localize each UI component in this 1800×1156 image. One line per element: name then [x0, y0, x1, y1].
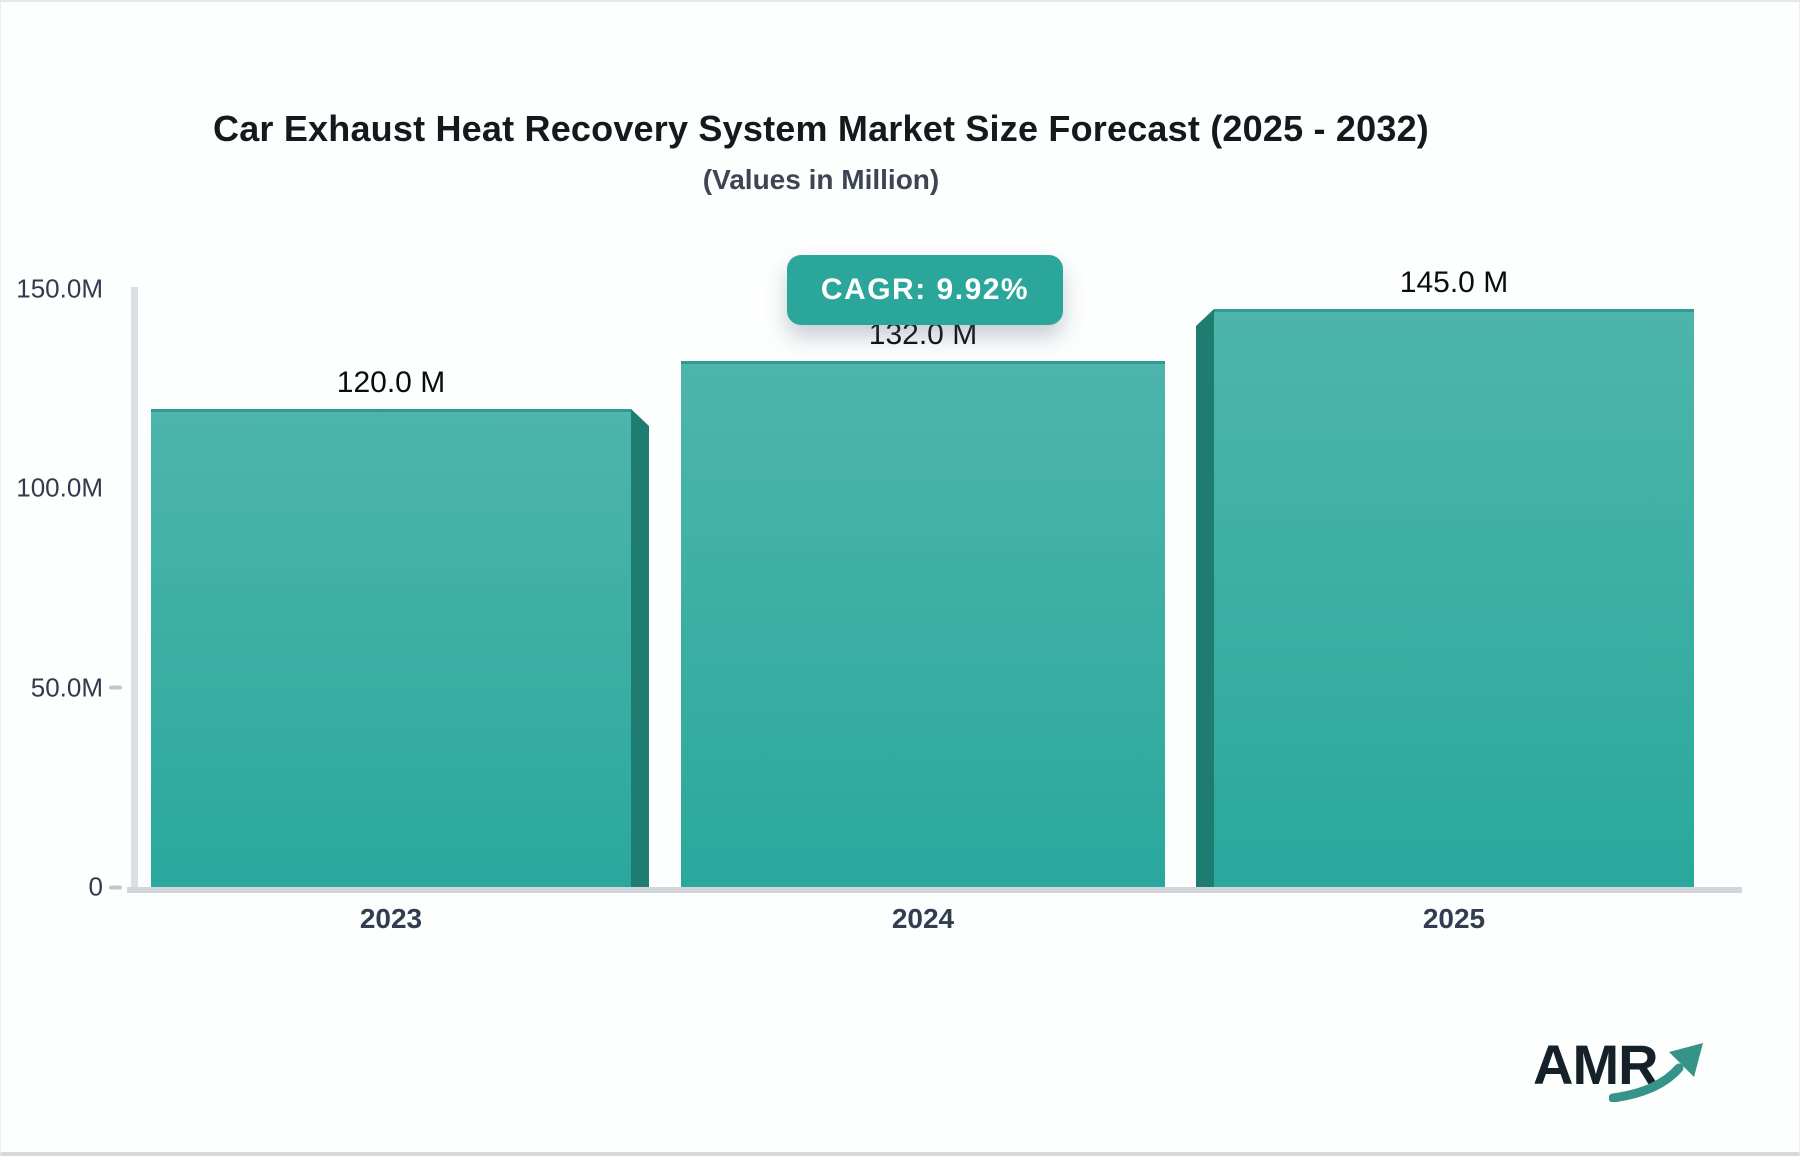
bar-face	[151, 409, 631, 887]
y-tick-100: 100.0M	[1, 473, 122, 504]
bar-2025[interactable]: 145.0 M	[1196, 266, 1694, 887]
amr-logo: AMR	[1533, 1032, 1713, 1112]
bar-2023[interactable]: 120.0 M	[151, 366, 649, 887]
y-tick-label: 50.0M	[30, 672, 103, 703]
bar-value-label: 120.0 M	[336, 366, 446, 399]
y-tick-label: 0	[88, 871, 103, 902]
tick-mark	[109, 685, 122, 690]
bar-side-shadow	[631, 409, 649, 887]
y-tick-label: 150.0M	[16, 273, 103, 304]
x-category-2023: 2023	[359, 903, 423, 934]
y-tick-label: 100.0M	[16, 472, 103, 503]
chart-subtitle: (Values in Million)	[702, 164, 940, 195]
tick-mark	[109, 885, 122, 889]
bar-value-label: 145.0 M	[1399, 266, 1509, 299]
cagr-badge-label: CAGR: 9.92%	[820, 273, 1030, 306]
y-tick-50: 50.0M	[1, 672, 122, 703]
x-category-2024: 2024	[891, 903, 955, 934]
amr-logo-text: AMR	[1533, 1033, 1659, 1096]
bar-face	[681, 361, 1165, 887]
y-tick-150: 150.0M	[1, 274, 122, 305]
chart-title: Car Exhaust Heat Recovery System Market …	[213, 108, 1429, 149]
bar-face	[1214, 309, 1694, 887]
chart-header: Car Exhaust Heat Recovery System Market …	[1, 2, 1641, 196]
y-axis-line	[131, 287, 138, 893]
growth-arrow-icon	[1609, 1043, 1703, 1102]
bar-side-shadow	[1196, 309, 1214, 887]
y-tick-0: 0	[1, 872, 122, 903]
x-axis-line	[127, 887, 1742, 893]
x-category-2025: 2025	[1422, 903, 1486, 934]
cagr-badge: CAGR: 9.92%	[787, 255, 1063, 325]
bar-2024[interactable]: 132.0 M	[681, 318, 1165, 887]
